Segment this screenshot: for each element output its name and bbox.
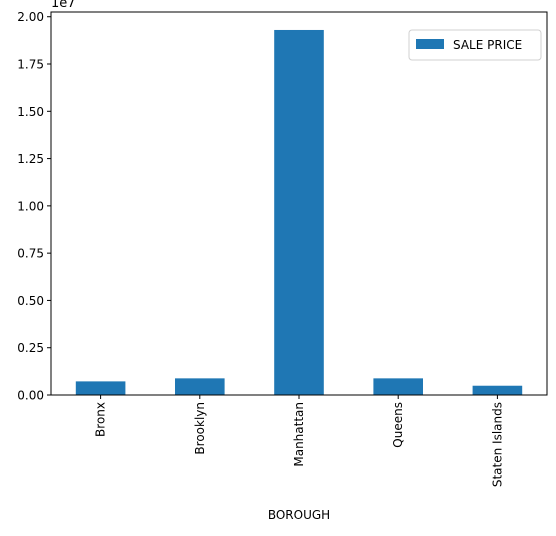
x-axis-label: BOROUGH [268, 508, 330, 522]
y-axis: 0.00 0.25 0.50 0.75 1.00 1.25 1.50 1.75 2.00 [17, 10, 51, 403]
y-tick-label: 0.00 [17, 389, 44, 403]
y-tick-label: 1.00 [17, 199, 44, 213]
x-tick-label: Queens [391, 402, 405, 448]
bar-queens [373, 378, 423, 395]
legend-frame [408, 29, 542, 61]
legend: SALE PRICE [408, 29, 542, 61]
legend-swatch [416, 39, 444, 49]
bars-layer [75, 29, 523, 396]
y-tick-label: 0.50 [17, 294, 44, 308]
y-tick-label: 1.25 [17, 152, 44, 166]
bar-staten-islands [472, 385, 523, 395]
x-axis: Bronx Brooklyn Manhattan Queens Staten Islan… [94, 395, 504, 487]
y-offset-label: 1e7 [51, 0, 76, 11]
plot-frame [50, 11, 548, 396]
x-tick-label: Bronx [94, 402, 108, 437]
bar-manhattan [274, 29, 324, 396]
bar-brooklyn [175, 378, 225, 395]
x-tick-label: Brooklyn [193, 402, 207, 455]
y-tick-label: 0.75 [17, 247, 44, 261]
x-tick-label: Manhattan [292, 402, 306, 467]
y-tick-label: 2.00 [17, 10, 44, 24]
y-tick-label: 1.75 [17, 58, 44, 72]
x-tick-label: Staten Islands [490, 402, 504, 487]
bar-bronx [75, 381, 126, 395]
legend-label: SALE PRICE [453, 38, 522, 52]
y-tick-label: 1.50 [17, 105, 44, 119]
y-tick-label: 0.25 [17, 341, 44, 355]
